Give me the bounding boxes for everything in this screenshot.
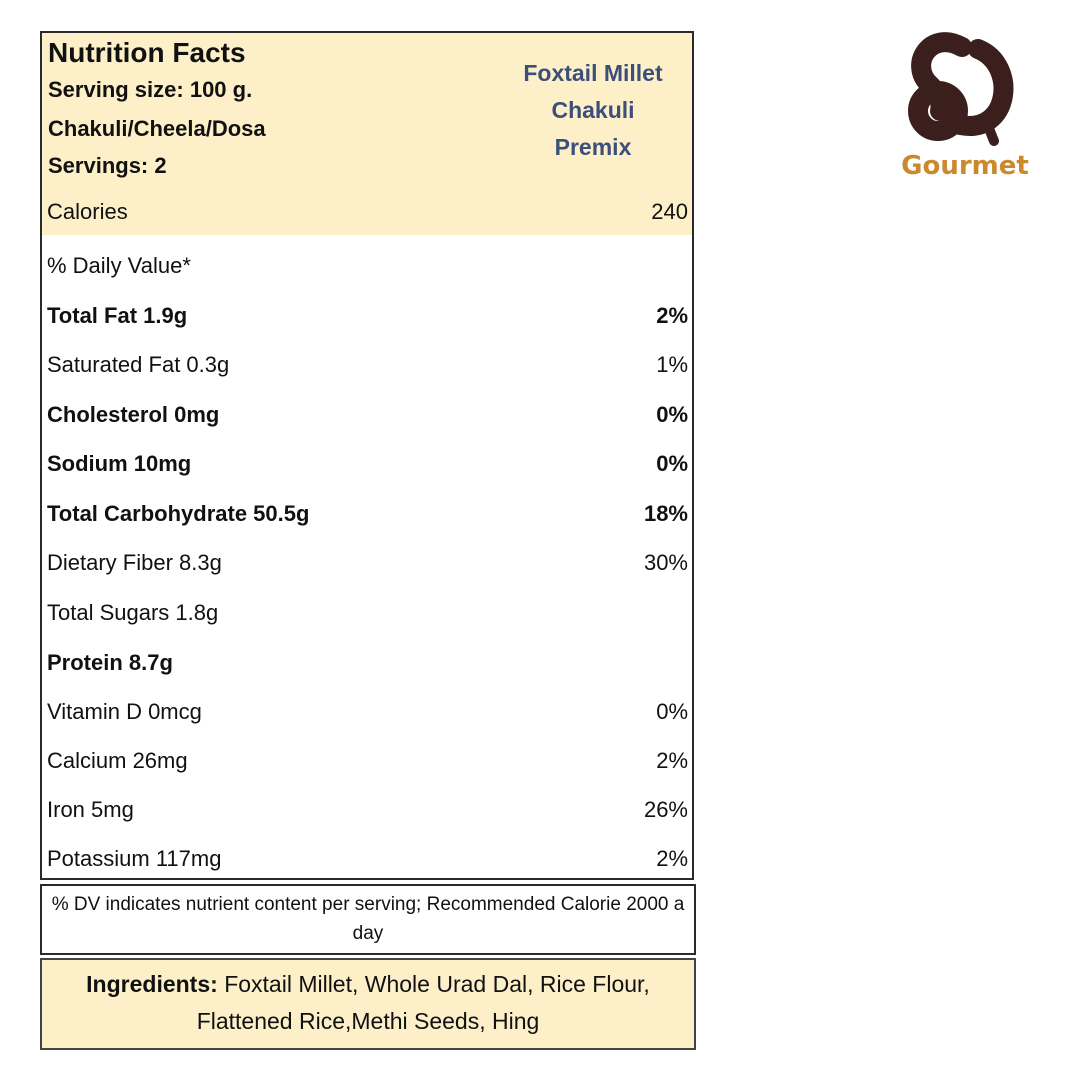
nutrient-name: Cholesterol 0mg — [47, 402, 220, 427]
nutrient-dv: 2% — [656, 303, 688, 328]
nutrient-dv: 0% — [656, 451, 688, 476]
preparation: Chakuli/Cheela/Dosa — [48, 116, 266, 141]
nutrient-dv: 18% — [643, 501, 688, 526]
nutrient-row: Total Carbohydrate 50.5g 18% — [42, 501, 692, 531]
product-name-line: Foxtail Millet — [523, 60, 663, 86]
nutrient-name: Protein 8.7g — [47, 650, 173, 675]
ingredients-heading: Ingredients: — [86, 971, 218, 997]
nutrient-row: Total Sugars 1.8g — [42, 600, 692, 630]
nutrient-name: Calcium 26mg — [47, 748, 188, 773]
calories-value: 240 — [651, 199, 688, 224]
nutrient-row: Protein 8.7g — [42, 650, 692, 680]
nutrient-row: Sodium 10mg 0% — [42, 451, 692, 481]
logo-text: Gourmet — [901, 151, 1029, 181]
nutrient-row: Potassium 117mg 2% — [42, 846, 692, 876]
nutrient-name: Total Sugars 1.8g — [47, 600, 219, 625]
nutrient-dv: 26% — [643, 797, 688, 822]
nutrient-name: Total Fat 1.9g — [47, 303, 188, 328]
nutrient-row: Calcium 26mg 2% — [42, 748, 692, 778]
nutrient-dv: 1% — [656, 352, 688, 377]
ingredients-text: Foxtail Millet, Whole Urad Dal, Rice Flo… — [196, 971, 650, 1034]
label-header: Nutrition Facts Serving size: 100 g. Cha… — [42, 33, 692, 235]
label-title: Nutrition Facts — [48, 37, 246, 68]
nutrition-facts-label: Nutrition Facts Serving size: 100 g. Cha… — [40, 31, 694, 880]
daily-value-header: % Daily Value* — [47, 253, 191, 278]
nutrient-name: Vitamin D 0mcg — [47, 699, 202, 724]
product-name: Foxtail Millet Chakuli Premix — [480, 55, 706, 166]
nutrient-row: Iron 5mg 26% — [42, 797, 692, 827]
nutrient-name: Total Carbohydrate 50.5g — [47, 501, 310, 526]
nutrient-name: Sodium 10mg — [47, 451, 192, 476]
nutrient-dv: 30% — [643, 550, 688, 575]
serving-size: Serving size: 100 g. — [48, 77, 253, 102]
nutrient-dv: 2% — [656, 846, 688, 871]
servings: Servings: 2 — [48, 153, 167, 178]
nutrient-name: Potassium 117mg — [47, 846, 222, 871]
nutrient-name: Saturated Fat 0.3g — [47, 352, 230, 377]
nutrient-name: Iron 5mg — [47, 797, 134, 822]
nutrient-dv: 2% — [656, 748, 688, 773]
nutrient-row: Total Fat 1.9g 2% — [42, 303, 692, 333]
brand-logo: Gourmet — [890, 25, 1040, 200]
nutrient-row: Dietary Fiber 8.3g 30% — [42, 550, 692, 580]
nutrient-dv: 0% — [656, 699, 688, 724]
nutrient-row: Vitamin D 0mcg 0% — [42, 699, 692, 729]
nutrient-dv: 0% — [656, 402, 688, 427]
ingredients-box: Ingredients: Foxtail Millet, Whole Urad … — [40, 958, 696, 1050]
product-name-line: Premix — [554, 134, 632, 160]
product-name-line: Chakuli — [551, 97, 635, 123]
calories-label: Calories — [47, 199, 128, 224]
nutrient-name: Dietary Fiber 8.3g — [47, 550, 222, 575]
daily-value-footnote: % DV indicates nutrient content per serv… — [40, 884, 696, 955]
gourmet-logo-icon — [908, 32, 1014, 146]
nutrient-row: Saturated Fat 0.3g 1% — [42, 352, 692, 382]
nutrient-row: Cholesterol 0mg 0% — [42, 402, 692, 432]
